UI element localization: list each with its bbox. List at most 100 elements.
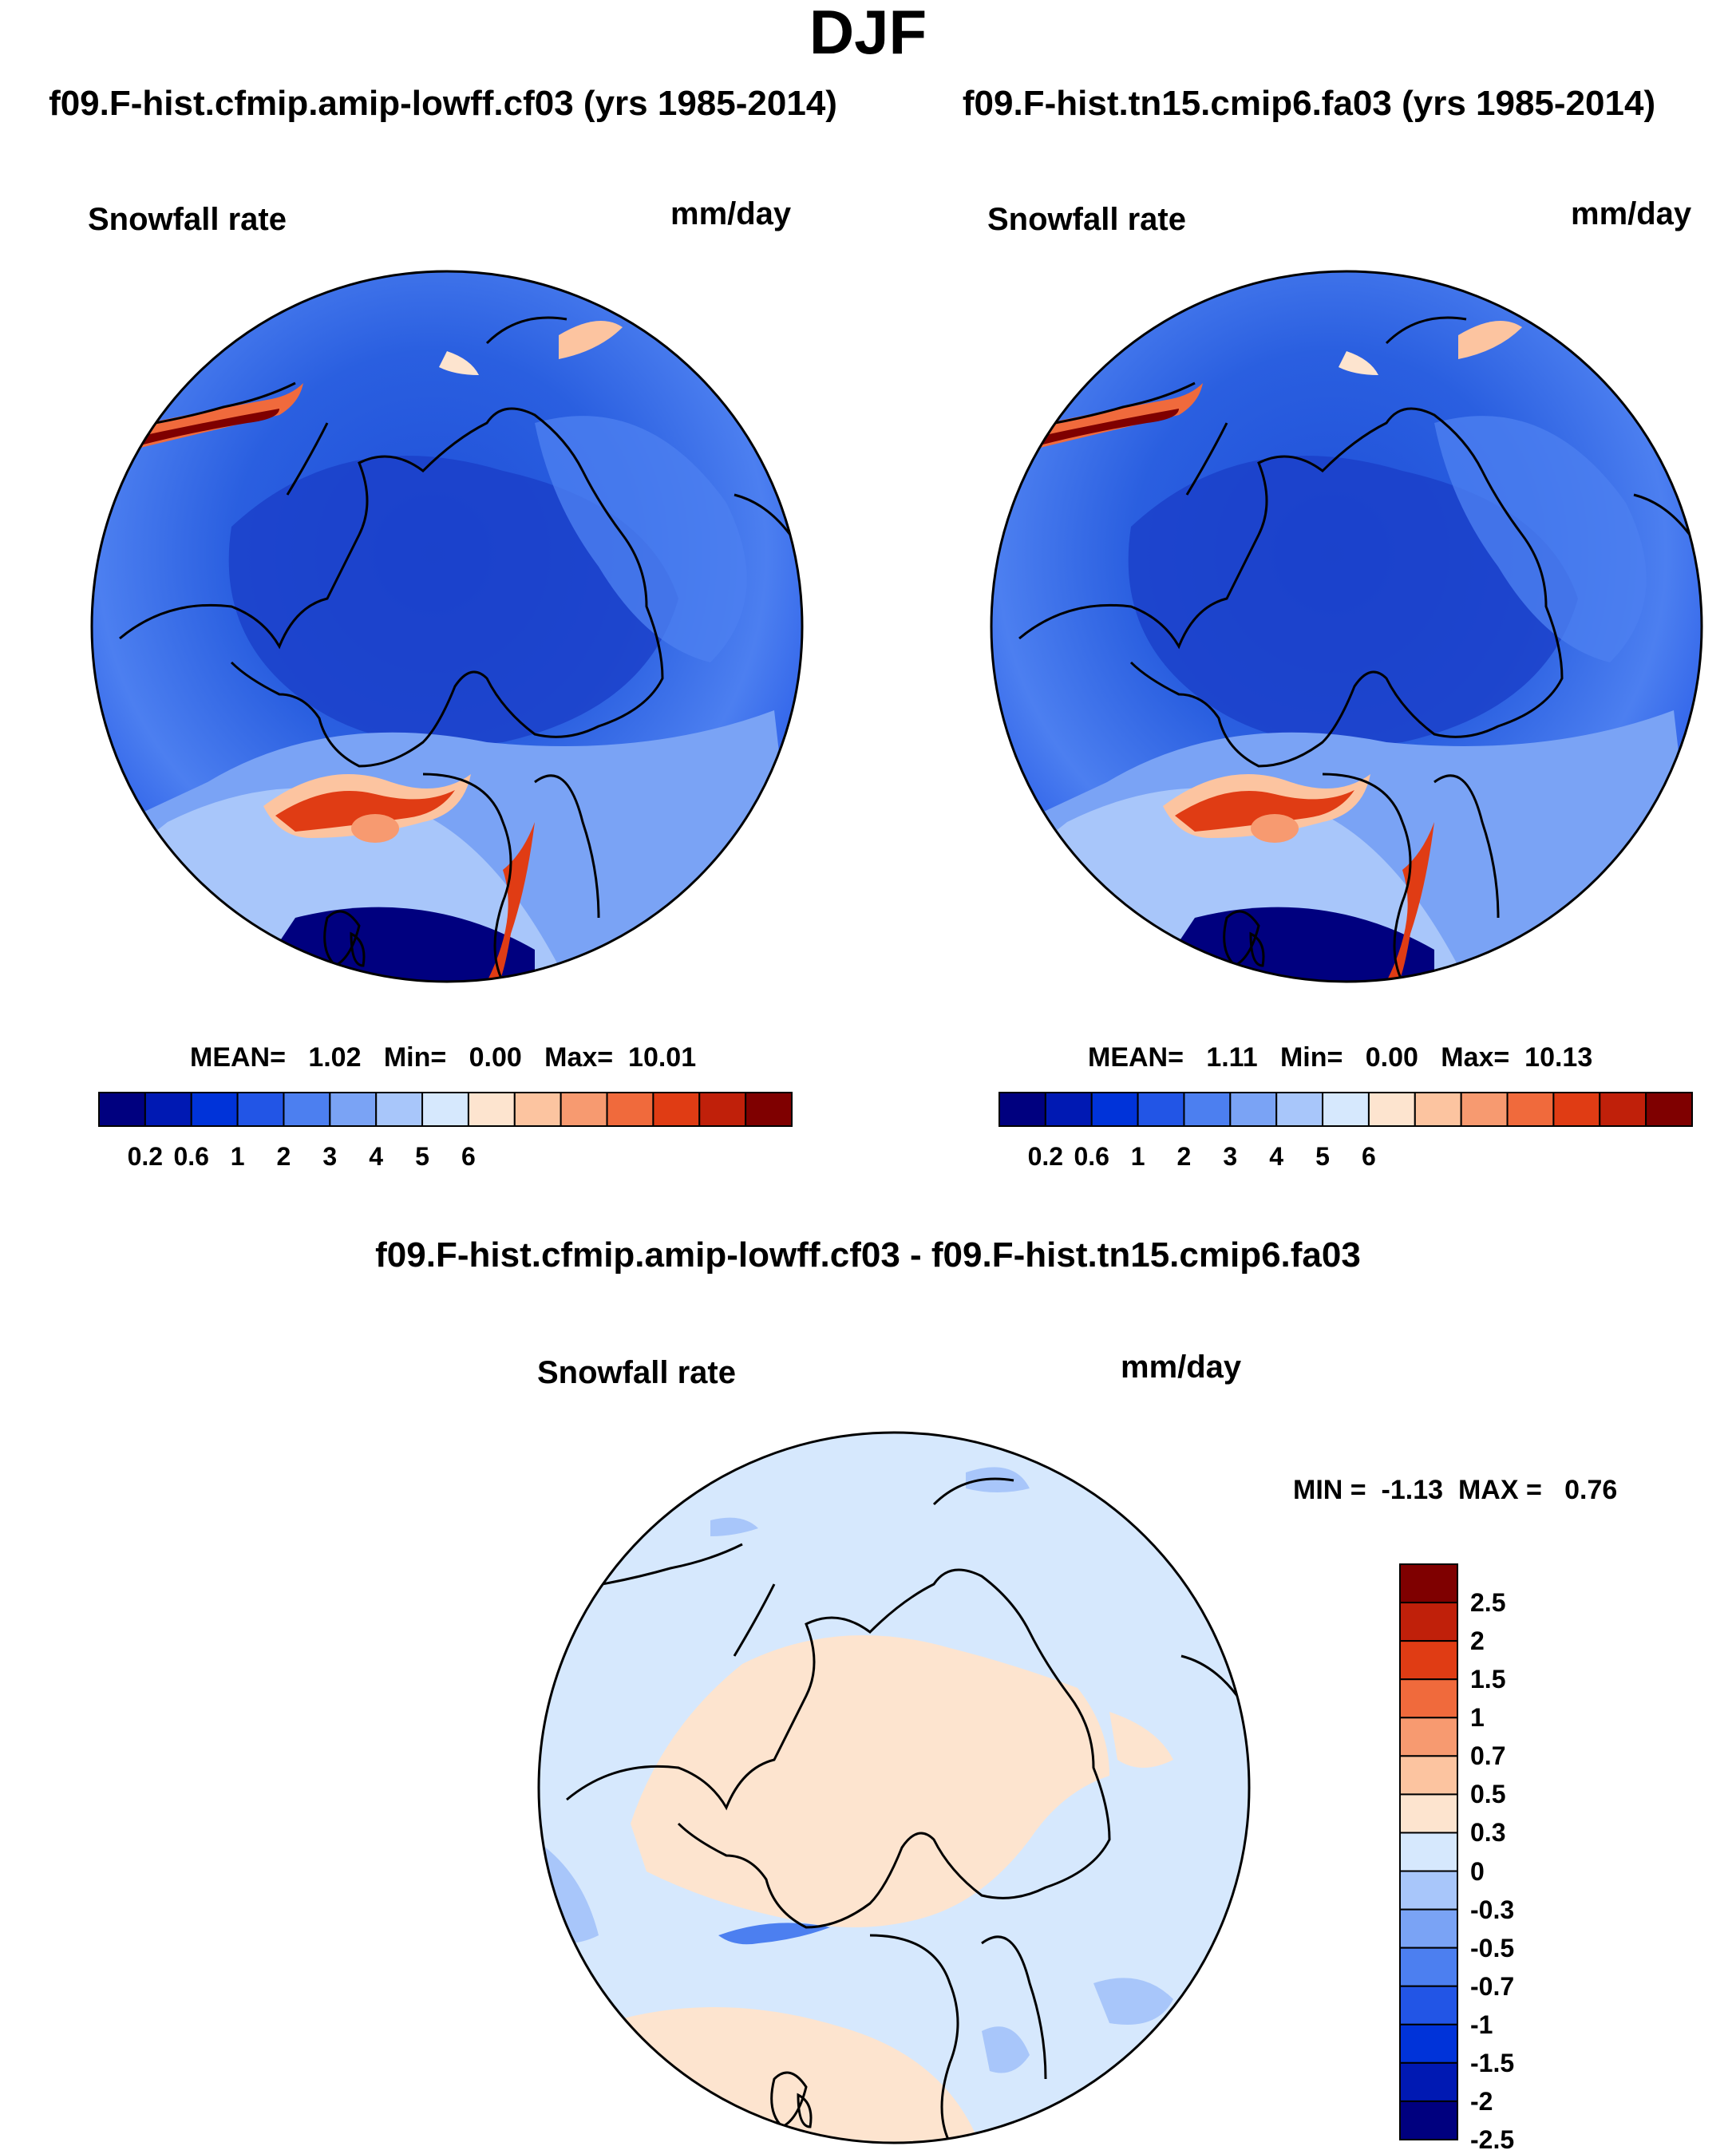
diff-colorbar-tick: 0 xyxy=(1470,1856,1485,1886)
left-colorbar-box-13 xyxy=(698,1092,747,1127)
diff-colorbar-box-12 xyxy=(1399,2023,1458,2064)
diff-colorbar-box-5 xyxy=(1399,1755,1458,1796)
right-max-value: 10.13 xyxy=(1524,1042,1593,1073)
diff-colorbar-tick: 1.5 xyxy=(1470,1665,1506,1694)
diff-colorbar-tick: 1 xyxy=(1470,1703,1485,1733)
diff-colorbar-tick: 0.5 xyxy=(1470,1780,1506,1809)
left-coastlines xyxy=(103,316,792,982)
left-arctic-low-region xyxy=(228,456,678,745)
left-stats: MEAN= 1.02 Min= 0.00 Max= 10.01 xyxy=(190,1041,696,1073)
left-colorbar-box-3 xyxy=(236,1092,285,1127)
norway-coast-high-snowfall xyxy=(487,822,535,982)
left-units-label: mm/day xyxy=(670,196,792,231)
left-min-label: Min= xyxy=(383,1042,447,1073)
diff-max-value: 0.76 xyxy=(1564,1475,1618,1505)
right-colorbar xyxy=(998,1092,1694,1127)
left-colorbar-box-0 xyxy=(98,1092,146,1127)
right-mean-label: MEAN= xyxy=(1088,1042,1184,1073)
left-min-value: 0.00 xyxy=(469,1042,522,1073)
diff-colorbar-box-2 xyxy=(1399,1640,1458,1681)
diff-colorbar-tick: -1 xyxy=(1470,2010,1493,2039)
right-colorbar-tick: 1 xyxy=(1130,1142,1145,1171)
diff-colorbar-tick: 0.3 xyxy=(1470,1818,1506,1848)
right-coastlines xyxy=(1002,316,1691,982)
right-colorbar-box-14 xyxy=(1645,1092,1694,1127)
right-min-label: Min= xyxy=(1279,1042,1343,1073)
right-colorbar-tick: 6 xyxy=(1362,1142,1376,1171)
diff-colorbar-box-0 xyxy=(1399,1563,1458,1604)
left-colorbar-tick: 3 xyxy=(322,1142,338,1171)
diff-title: f09.F-hist.cfmip.amip-lowff.cf03 - f09.F… xyxy=(375,1235,1361,1275)
left-run-title: f09.F-hist.cfmip.amip-lowff.cf03 (yrs 19… xyxy=(49,84,837,123)
figure-title: DJF xyxy=(809,0,927,67)
left-colorbar-tick: 0.6 xyxy=(173,1142,209,1171)
left-colorbar-box-14 xyxy=(745,1092,793,1127)
diff-colorbar-tick: 0.7 xyxy=(1470,1741,1506,1771)
diff-units-label: mm/day xyxy=(1121,1350,1242,1385)
left-colorbar-box-12 xyxy=(652,1092,701,1127)
left-colorbar-tick: 2 xyxy=(276,1142,291,1171)
left-mean-label: MEAN= xyxy=(190,1042,286,1073)
diff-colorbar-box-4 xyxy=(1399,1717,1458,1757)
left-colorbar-tick: 4 xyxy=(369,1142,384,1171)
diff-colorbar-box-3 xyxy=(1399,1678,1458,1719)
right-colorbar-box-7 xyxy=(1322,1092,1370,1127)
right-max-label: Max= xyxy=(1441,1042,1510,1073)
diff-colorbar-tick: -0.3 xyxy=(1470,1895,1515,1924)
right-colorbar-box-4 xyxy=(1183,1092,1232,1127)
diff-colorbar-box-11 xyxy=(1399,1985,1458,2026)
left-colorbar-box-2 xyxy=(190,1092,239,1127)
right-colorbar-box-10 xyxy=(1460,1092,1509,1127)
right-colorbar-tick: 4 xyxy=(1269,1142,1284,1171)
diff-coastlines xyxy=(550,1477,1239,2143)
right-colorbar-box-8 xyxy=(1367,1092,1416,1127)
right-colorbar-tick: 0.2 xyxy=(1027,1142,1064,1171)
right-colorbar-box-11 xyxy=(1506,1092,1555,1127)
right-run-title: f09.F-hist.tn15.cmip6.fa03 (yrs 1985-201… xyxy=(962,84,1656,123)
diff-max-label: MAX = xyxy=(1457,1475,1542,1505)
diff-colorbar-tick: -2 xyxy=(1470,2086,1493,2116)
right-colorbar-tick: 0.6 xyxy=(1074,1142,1109,1171)
left-polar-map xyxy=(90,270,804,983)
left-colorbar-box-1 xyxy=(144,1092,192,1127)
right-colorbar-tick: 5 xyxy=(1315,1142,1330,1171)
left-colorbar-box-5 xyxy=(329,1092,378,1127)
diff-field-label: Snowfall rate xyxy=(537,1355,736,1390)
right-colorbar-tick: 3 xyxy=(1223,1142,1238,1171)
diff-colorbar-box-9 xyxy=(1399,1908,1458,1949)
left-max-label: Max= xyxy=(544,1042,614,1073)
greenland-coast-negative-difference xyxy=(718,1923,830,1945)
left-colorbar-box-6 xyxy=(375,1092,424,1127)
diff-min-label: MIN = xyxy=(1293,1475,1366,1505)
right-colorbar-box-6 xyxy=(1275,1092,1324,1127)
left-colorbar-tick: 5 xyxy=(415,1142,429,1171)
diff-colorbar-box-10 xyxy=(1399,1947,1458,1987)
left-colorbar xyxy=(98,1092,793,1127)
right-min-value: 0.00 xyxy=(1365,1042,1418,1073)
iceland-high-region xyxy=(351,814,399,843)
left-colorbar-box-9 xyxy=(513,1092,562,1127)
diff-colorbar-tick: 2 xyxy=(1470,1626,1485,1656)
diff-min-value: -1.13 xyxy=(1381,1475,1444,1505)
diff-colorbar-box-1 xyxy=(1399,1602,1458,1642)
diff-colorbar-box-7 xyxy=(1399,1832,1458,1872)
left-colorbar-box-11 xyxy=(606,1092,654,1127)
left-field-label: Snowfall rate xyxy=(88,202,287,237)
diff-colorbar-box-14 xyxy=(1399,2100,1458,2141)
diff-polar-map xyxy=(537,1431,1251,2144)
diff-colorbar-tick: -2.5 xyxy=(1470,2125,1515,2154)
left-colorbar-box-10 xyxy=(560,1092,608,1127)
left-colorbar-tick: 0.2 xyxy=(127,1142,164,1171)
right-colorbar-box-3 xyxy=(1137,1092,1185,1127)
diff-colorbar-tick: -0.5 xyxy=(1470,1933,1515,1962)
left-max-value: 10.01 xyxy=(628,1042,697,1073)
left-colorbar-box-7 xyxy=(421,1092,469,1127)
left-colorbar-tick: 1 xyxy=(230,1142,245,1171)
right-colorbar-box-1 xyxy=(1044,1092,1093,1127)
right-colorbar-box-5 xyxy=(1229,1092,1278,1127)
right-colorbar-box-2 xyxy=(1090,1092,1139,1127)
diff-colorbar-box-8 xyxy=(1399,1870,1458,1911)
diff-colorbar-box-6 xyxy=(1399,1793,1458,1834)
diff-colorbar-tick: -0.7 xyxy=(1470,1971,1515,2001)
diff-stats: MIN = -1.13 MAX = 0.76 xyxy=(1293,1474,1617,1506)
